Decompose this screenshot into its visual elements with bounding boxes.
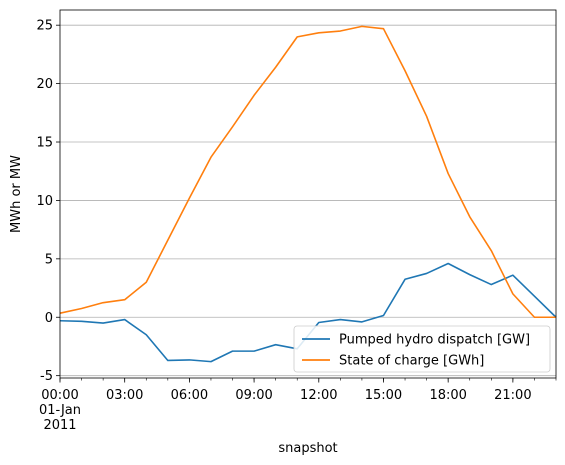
y-tick-label: 20 <box>36 77 53 92</box>
x-tick-label: 18:00 <box>429 388 466 403</box>
y-axis-label: MWh or MW <box>9 155 24 233</box>
y-tick-label: -5 <box>40 369 53 384</box>
x-tick-label: 15:00 <box>365 388 402 403</box>
y-tick-label: 15 <box>36 136 53 151</box>
x-tick-label: 06:00 <box>171 388 208 403</box>
x-tick-label: 01-Jan <box>39 403 81 418</box>
x-tick-label: 21:00 <box>494 388 531 403</box>
grid-lines <box>60 24 556 377</box>
y-tick-label: 25 <box>36 19 53 34</box>
y-tick-label: 5 <box>45 252 53 267</box>
plot-frame <box>59 9 557 379</box>
plot-area <box>59 9 557 379</box>
x-tick-label: 03:00 <box>106 388 143 403</box>
y-axis: -5 0 5 10 15 20 25 <box>36 19 60 384</box>
x-axis-label: snapshot <box>278 441 337 456</box>
legend: Pumped hydro dispatch [GW] State of charg… <box>293 325 551 373</box>
legend-box <box>293 325 551 373</box>
y-tick-label: 10 <box>36 194 53 209</box>
series-line-1 <box>59 25 556 319</box>
y-tick-label: 0 <box>45 311 53 326</box>
x-tick-label: 12:00 <box>300 388 337 403</box>
x-tick-label: 00:00 <box>41 388 78 403</box>
x-tick-label: 2011 <box>43 418 76 433</box>
legend-label: State of charge [GWh] <box>339 354 484 369</box>
series-lines <box>59 25 557 363</box>
legend-label: Pumped hydro dispatch [GW] <box>339 333 530 348</box>
x-tick-label: 09:00 <box>235 388 272 403</box>
